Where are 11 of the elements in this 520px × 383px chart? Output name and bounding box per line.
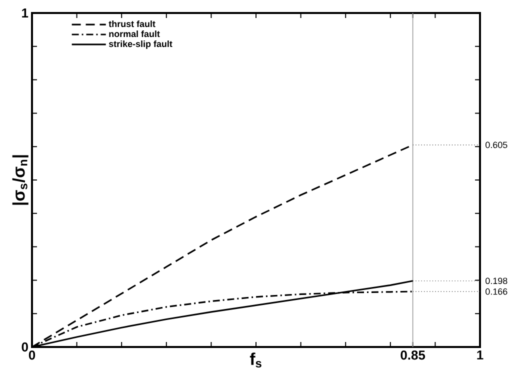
legend-label: strike-slip fault (108, 40, 172, 49)
x-axis-title: f$_{s}$ (250, 352, 262, 368)
ref-line-label: 0.605 (486, 142, 508, 148)
x-tick-label: 1 (477, 350, 484, 360)
ref-line-label: 0.166 (486, 288, 508, 295)
legend-label: thrust fault (108, 20, 156, 28)
x-tick-label: 0.85 (400, 350, 426, 360)
ref-line-label: 0.198 (486, 278, 508, 284)
y-axis-title: |σ$_{s}$/σ$_{n}$| (12, 155, 28, 205)
x-tick-label: 0 (28, 350, 36, 360)
legend-label: normal fault (109, 30, 160, 38)
